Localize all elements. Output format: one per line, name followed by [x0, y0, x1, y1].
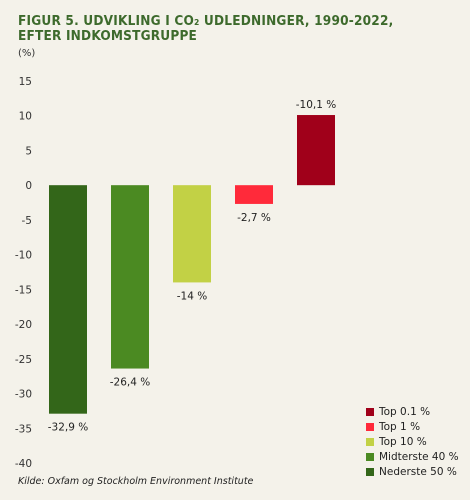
legend: Top 0.1 % Top 1 % Top 10 % Midterste 40 % Ne…	[366, 404, 459, 479]
y-tick-label: 5	[25, 145, 32, 157]
y-tick-label: -30	[15, 389, 32, 401]
legend-label: Nederste 50 %	[379, 465, 457, 478]
legend-item: Nederste 50 %	[366, 464, 459, 479]
bar-data-label: -14 %	[177, 290, 207, 302]
legend-item: Midterste 40 %	[366, 449, 459, 464]
bar-data-label: -2,7 %	[237, 212, 271, 224]
bar	[297, 115, 335, 186]
legend-label: Top 0.1 %	[379, 405, 431, 418]
bar	[111, 185, 149, 369]
bar-data-label: -10,1 %	[296, 99, 337, 111]
legend-swatch	[366, 437, 374, 446]
legend-swatch	[366, 422, 374, 431]
y-tick-label: 0	[25, 180, 32, 192]
y-tick-label: 15	[19, 76, 32, 88]
legend-item: Top 0.1 %	[366, 404, 459, 419]
y-tick-label: -40	[15, 458, 32, 470]
chart-title-line1: FIGUR 5. UDVIKLING I CO₂ UDLEDNINGER, 19…	[18, 13, 394, 29]
legend-swatch	[366, 407, 374, 416]
y-tick-label: -10	[15, 250, 32, 262]
y-tick-label: -25	[15, 354, 32, 366]
bar-data-label: -32,9 %	[48, 422, 89, 434]
y-axis-unit: (%)	[18, 48, 36, 59]
legend-swatch	[366, 452, 374, 461]
legend-label: Top 1 %	[379, 420, 421, 433]
y-tick-label: -5	[22, 215, 32, 227]
y-tick-label: -20	[15, 319, 32, 331]
y-tick-label: -35	[15, 423, 32, 435]
y-tick-label: 10	[19, 111, 32, 123]
bar	[235, 185, 273, 204]
chart-title: FIGUR 5. UDVIKLING I CO₂ UDLEDNINGER, 19…	[18, 14, 458, 44]
y-tick-label: -15	[15, 284, 32, 296]
bar-data-label: -26,4 %	[110, 377, 151, 389]
legend-item: Top 10 %	[366, 434, 459, 449]
legend-label: Top 10 %	[379, 435, 427, 448]
legend-swatch	[366, 467, 374, 476]
bar	[49, 185, 87, 414]
chart-title-line2: EFTER INDKOMSTGRUPPE	[18, 28, 198, 44]
legend-item: Top 1 %	[366, 419, 459, 434]
bar	[173, 185, 211, 283]
source-note: Kilde: Oxfam og Stockholm Environment In…	[18, 476, 254, 487]
legend-label: Midterste 40 %	[379, 450, 459, 463]
